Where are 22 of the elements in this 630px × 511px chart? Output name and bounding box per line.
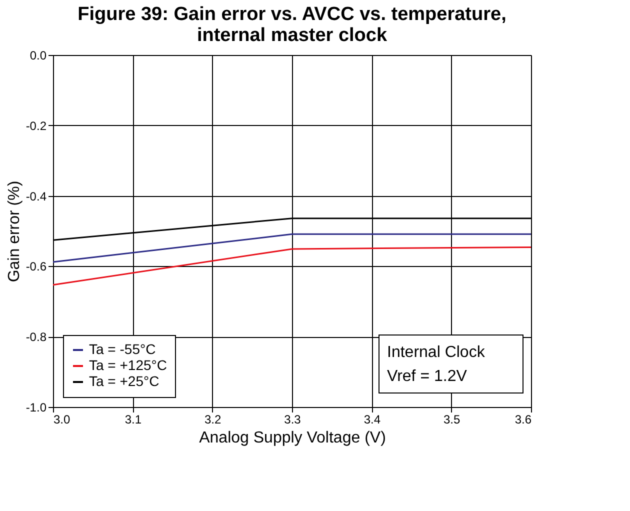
annotation: Vref = 1.2V	[387, 368, 468, 385]
legend-label: Ta = -55°C	[89, 341, 156, 357]
y-tick-label: 0.0	[30, 48, 47, 62]
y-tick-label: -0.2	[26, 118, 47, 133]
x-tick-label: 3.6	[514, 412, 532, 426]
legend-label: Ta = +25°C	[89, 373, 160, 389]
text: Figure 39: Gain error vs. AVCC vs. temperature,	[78, 4, 506, 25]
y-tick-label: -0.8	[26, 330, 47, 344]
y-tick-label: -1.0	[26, 400, 47, 414]
x-tick-label: 3.5	[443, 412, 460, 426]
legend-label: Ta = +125°C	[89, 357, 167, 373]
x-tick-label: 3.0	[54, 412, 71, 426]
x-axis-title: Analog Supply Voltage (V)	[199, 430, 386, 446]
x-tick-label: 3.4	[364, 412, 381, 426]
x-tick-label: 3.2	[204, 412, 222, 426]
x-tick-label: 3.1	[124, 412, 142, 426]
y-tick-label: -0.6	[26, 260, 47, 274]
y-tick-label: -0.4	[26, 189, 47, 204]
x-tick-label: 3.3	[284, 412, 302, 426]
y-axis-title: Gain error (%)	[6, 180, 23, 282]
text: internal master clock	[196, 25, 388, 46]
annotation: Internal Clock	[387, 344, 486, 361]
